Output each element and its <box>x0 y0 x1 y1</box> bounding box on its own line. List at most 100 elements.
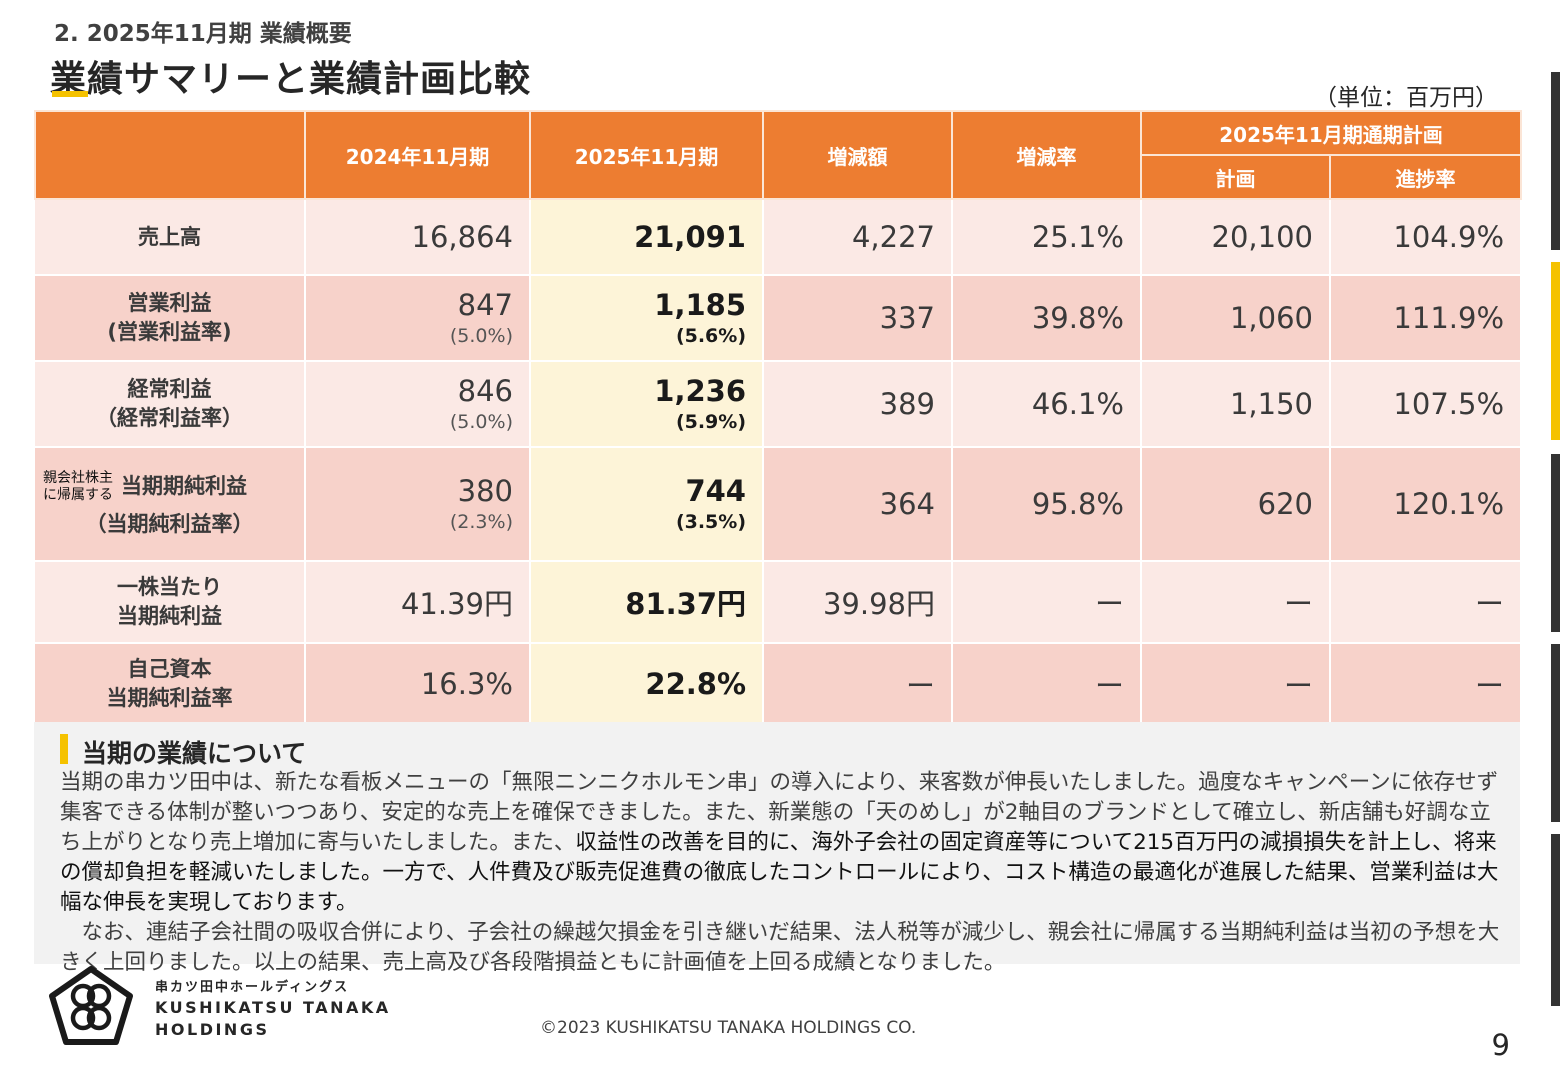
cell-fy2024: 41.39円 <box>305 561 531 644</box>
cell-plan: ー <box>1141 643 1331 726</box>
commentary-paragraph-1: 当期の串カツ田中は、新たな看板メニューの「無限ニンニクホルモン串」の導入により、… <box>60 768 1510 918</box>
page-title: 業績サマリーと業績計画比較 <box>50 59 532 100</box>
cell-change-rate: ー <box>952 561 1142 644</box>
side-tab-5[interactable] <box>1551 834 1560 1006</box>
title-accent-bar <box>52 91 88 97</box>
cell-progress: ー <box>1330 643 1522 726</box>
row-label-prefix-line1: 親会社株主 <box>43 469 113 486</box>
row-label-sub: （当期純利益率） <box>85 511 254 536</box>
cell-fy2025-value: 1,236 <box>654 374 746 408</box>
section-label: 2. 2025年11月期 業績概要 <box>54 21 352 47</box>
cell-plan: 20,100 <box>1141 199 1331 276</box>
table-row: 一株当たり 当期純利益 41.39円 81.37円 39.98円 ー ー ー <box>35 561 1522 644</box>
cell-fy2025: 22.8% <box>530 643 764 726</box>
header-blank <box>34 110 306 200</box>
cell-fy2025: 1,236 (5.9%) <box>530 361 764 448</box>
cell-change-rate: 46.1% <box>952 361 1142 448</box>
cell-change-rate: 95.8% <box>952 447 1142 562</box>
cell-fy2025-value: 744 <box>685 474 746 508</box>
cell-fy2024-value: 847 <box>457 288 513 322</box>
cell-fy2025: 21,091 <box>530 199 764 276</box>
net-label-line: 親会社株主 に帰属する 当期期純利益 <box>35 470 304 504</box>
results-table-wrap: 2024年11月期 2025年11月期 増減額 増減率 2025年11月期通期計… <box>34 110 1522 726</box>
cell-fy2024-ratio: (5.0%) <box>449 411 513 433</box>
cell-fy2024: 16.3% <box>305 643 531 726</box>
row-label-main: 一株当たり <box>117 575 222 599</box>
unit-note: （単位：百万円） <box>1314 85 1498 111</box>
commentary-box: 当期の業績について 当期の串カツ田中は、新たな看板メニューの「無限ニンニクホルモ… <box>34 722 1520 975</box>
brand-name-en-line2: HOLDINGS <box>155 1020 270 1039</box>
cell-progress: 111.9% <box>1330 275 1522 362</box>
commentary-paragraph-2: なお、連結子会社間の吸収合併により、子会社の繰越欠損金を引き継いだ結果、法人税等… <box>60 920 1500 975</box>
header-change-rate: 増減率 <box>951 110 1142 200</box>
cell-progress: 120.1% <box>1330 447 1522 562</box>
header-progress: 進捗率 <box>1329 154 1522 200</box>
header-plan: 計画 <box>1140 154 1331 200</box>
commentary-paragraph-1-part-1: 当期の串カツ田中は、新たな看板メニューの「無限ニンニクホルモン串」の導入により、… <box>60 770 1499 855</box>
cell-fy2024-value: 380 <box>457 474 513 508</box>
cell-fy2025-ratio: (3.5%) <box>675 511 746 533</box>
header-change-amount: 増減額 <box>762 110 953 200</box>
cell-change-amount: 337 <box>763 275 953 362</box>
cell-fy2024-ratio: (2.3%) <box>449 511 513 533</box>
cell-plan: ー <box>1141 561 1331 644</box>
table-row: 営業利益 (営業利益率) 847 (5.0%) 1,185 (5.6%) 337… <box>35 275 1522 362</box>
row-label: 営業利益 (営業利益率) <box>35 275 306 362</box>
cell-plan: 620 <box>1141 447 1331 562</box>
cell-change-rate: ー <box>952 643 1142 726</box>
row-label-prefix: 親会社株主 に帰属する <box>43 470 113 504</box>
cell-fy2024-ratio: (5.0%) <box>449 325 513 347</box>
row-label-sub: 当期純利益 <box>117 604 222 628</box>
cell-progress: 104.9% <box>1330 199 1522 276</box>
table-row: 自己資本 当期純利益率 16.3% 22.8% ー ー ー ー <box>35 643 1522 726</box>
cell-fy2025: 744 (3.5%) <box>530 447 764 562</box>
cell-plan: 1,150 <box>1141 361 1331 448</box>
row-label-main: 当期期純利益 <box>121 474 247 498</box>
brand-name-jp: 串カツ田中ホールディングス <box>155 980 350 995</box>
table-row: 経常利益 （経常利益率） 846 (5.0%) 1,236 (5.9%) 389… <box>35 361 1522 448</box>
row-label: 一株当たり 当期純利益 <box>35 561 306 644</box>
header-fy2024: 2024年11月期 <box>304 110 531 200</box>
row-label: 親会社株主 に帰属する 当期期純利益 （当期純利益率） <box>35 447 306 562</box>
header-plan-group: 2025年11月期通期計画 <box>1140 110 1522 156</box>
cell-fy2024: 16,864 <box>305 199 531 276</box>
commentary-body: 当期の串カツ田中は、新たな看板メニューの「無限ニンニクホルモン串」の導入により、… <box>60 768 1510 978</box>
cell-progress: ー <box>1330 561 1522 644</box>
cell-fy2025-ratio: (5.6%) <box>675 325 746 347</box>
cell-fy2025: 1,185 (5.6%) <box>530 275 764 362</box>
cell-fy2025-ratio: (5.9%) <box>675 411 746 433</box>
table-row: 親会社株主 に帰属する 当期期純利益 （当期純利益率） 380 (2.3%) 7… <box>35 447 1522 562</box>
commentary-title: 当期の業績について <box>82 739 307 768</box>
header-fy2025: 2025年11月期 <box>529 110 764 200</box>
row-label: 経常利益 （経常利益率） <box>35 361 306 448</box>
company-logo-icon <box>49 966 133 1045</box>
row-label-sub: 当期純利益率 <box>106 686 233 710</box>
row-label-main: 自己資本 <box>127 657 212 681</box>
cell-change-amount: 364 <box>763 447 953 562</box>
cell-change-rate: 39.8% <box>952 275 1142 362</box>
row-label-sub: （経常利益率） <box>96 406 243 430</box>
copyright: ©2023 KUSHIKATSU TANAKA HOLDINGS CO. <box>540 1018 917 1038</box>
side-tab-2-active[interactable] <box>1551 262 1560 440</box>
cell-plan: 1,060 <box>1141 275 1331 362</box>
cell-change-amount: 389 <box>763 361 953 448</box>
cell-change-rate: 25.1% <box>952 199 1142 276</box>
cell-fy2025-value: 1,185 <box>654 288 746 322</box>
cell-fy2025: 81.37円 <box>530 561 764 644</box>
side-tab-1[interactable] <box>1551 72 1560 250</box>
row-label-main: 経常利益 <box>127 377 212 401</box>
cell-fy2024-value: 846 <box>457 374 513 408</box>
cell-change-amount: ー <box>763 643 953 726</box>
cell-fy2024: 847 (5.0%) <box>305 275 531 362</box>
cell-fy2024: 380 (2.3%) <box>305 447 531 562</box>
results-table: 2024年11月期 2025年11月期 増減額 増減率 2025年11月期通期計… <box>34 110 1522 726</box>
row-label-main: 営業利益 <box>127 291 212 315</box>
row-label-sub: (営業利益率) <box>107 320 232 344</box>
side-tab-3[interactable] <box>1551 454 1560 632</box>
cell-change-amount: 39.98円 <box>763 561 953 644</box>
page-number: 9 <box>1491 1028 1510 1062</box>
side-tab-4[interactable] <box>1551 644 1560 822</box>
table-row: 売上高 16,864 21,091 4,227 25.1% 20,100 104… <box>35 199 1522 276</box>
commentary-paragraph-1-part-2: 収益性の改善を目的に、海外子会社の固定資産等について215百万円の減損損失を計上… <box>60 830 1499 915</box>
brand-name-en-line1: KUSHIKATSU TANAKA <box>155 998 391 1017</box>
